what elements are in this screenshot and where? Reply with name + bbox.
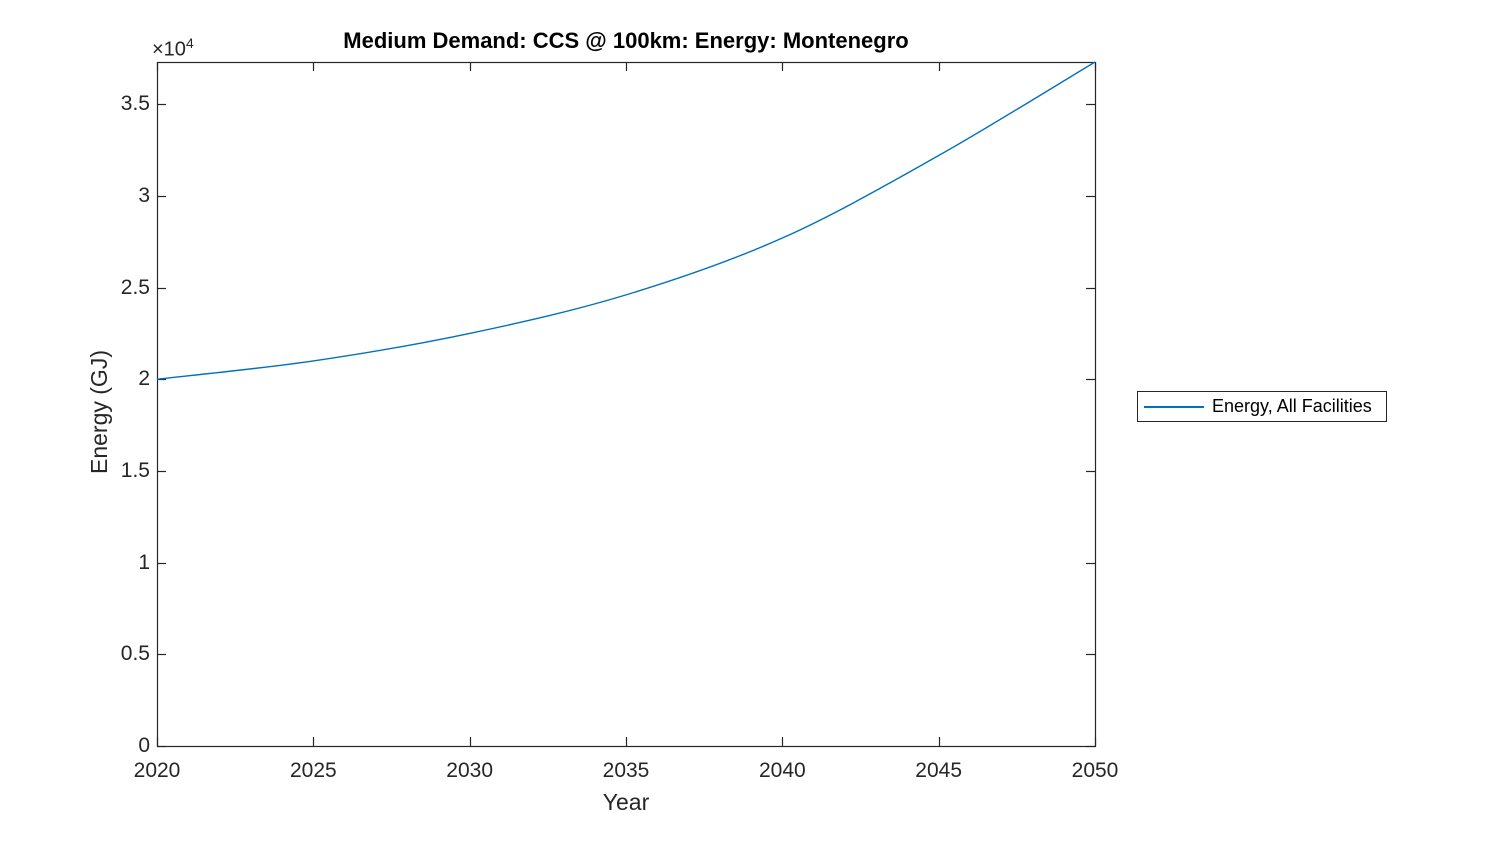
x-tick-label: 2025 bbox=[289, 759, 337, 782]
x-tick-label: 2040 bbox=[758, 759, 806, 782]
legend-box: Energy, All Facilities bbox=[1137, 391, 1387, 422]
chart-title: Medium Demand: CCS @ 100km: Energy: Mont… bbox=[343, 28, 909, 53]
x-tick-label: 2020 bbox=[133, 759, 181, 782]
legend-item-label: Energy, All Facilities bbox=[1212, 396, 1372, 416]
x-tick-label: 2045 bbox=[915, 759, 963, 782]
y-tick-label: 1.5 bbox=[120, 458, 150, 482]
y-tick-label: 3 bbox=[138, 183, 150, 207]
y-tick-label: 0.5 bbox=[120, 642, 150, 666]
data-line bbox=[156, 61, 1096, 380]
y-tick-label: 0 bbox=[138, 734, 150, 757]
y-axis-exponent-power: 4 bbox=[185, 35, 194, 51]
x-axis-label: Year bbox=[602, 789, 650, 815]
x-tick-label: 2030 bbox=[446, 759, 494, 782]
legend-line-sample bbox=[1144, 405, 1204, 408]
y-tick-label: 2 bbox=[138, 367, 150, 391]
y-tick-label: 3.5 bbox=[120, 92, 150, 116]
y-axis-label: Energy (GJ) bbox=[86, 350, 112, 474]
y-tick-label: 2.5 bbox=[120, 275, 150, 299]
y-axis-exponent-label: ×104 bbox=[152, 35, 194, 62]
x-tick-label: 2050 bbox=[1071, 759, 1119, 782]
y-axis-exponent-base: ×10 bbox=[152, 38, 186, 61]
x-tick-label: 2035 bbox=[602, 759, 650, 782]
y-tick-label: 1 bbox=[138, 550, 150, 574]
axis-box bbox=[156, 61, 1097, 748]
